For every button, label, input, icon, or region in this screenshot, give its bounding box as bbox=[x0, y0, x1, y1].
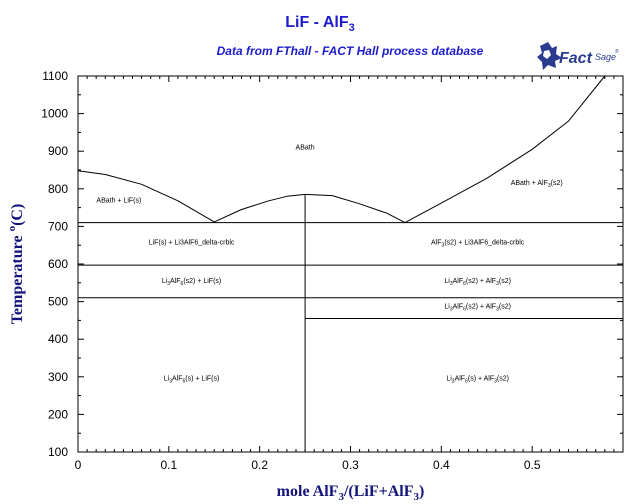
boundary-liquidus-cryolite-left bbox=[214, 193, 306, 223]
boundary-liquidus-cryolite-right bbox=[305, 193, 406, 224]
x-tick-label: 0 bbox=[75, 458, 82, 472]
boundary-liquidus-alf3 bbox=[404, 75, 606, 224]
region-lif-li3alf6-delta: LiF(s) + Li3AlF6_delta-crblc bbox=[149, 239, 235, 246]
x-axis-label: mole AlF3/(LiF+AlF3) bbox=[277, 483, 425, 503]
chart-subtitle: Data from FThall - FACT Hall process dat… bbox=[216, 44, 484, 58]
region-li3alf6-s2-alf3-upper: Li3AlF6(s2) + AlF3(s2) bbox=[444, 278, 511, 287]
region-li3alf6-s2-alf3-lower: Li3AlF6(s2) + AlF3(s2) bbox=[444, 303, 511, 312]
x-tick-label: 0.3 bbox=[342, 458, 359, 472]
chart-title: LiF - AlF3 bbox=[0, 14, 640, 34]
x-tick-label: 0.2 bbox=[251, 458, 268, 472]
factsage-logo: Fact Sage ® bbox=[537, 40, 621, 72]
region-abath-lif: ABath + LiF(s) bbox=[96, 198, 141, 205]
y-axis-ticks: 100 200 300 400 500 600 700 800 900 1000 1100 bbox=[41, 69, 623, 459]
y-tick-label: 900 bbox=[48, 144, 68, 158]
region-alf3-li3alf6-delta: AlF3(s2) + Li3AlF6_delta-crblc bbox=[431, 239, 525, 248]
x-tick-label: 0.5 bbox=[524, 458, 541, 472]
region-li3alf6-s-alf3: Li3AlF6(s) + AlF3(s2) bbox=[446, 376, 509, 385]
x-tick-label: 0.1 bbox=[160, 458, 177, 472]
y-tick-label: 400 bbox=[48, 332, 68, 346]
region-li3alf6-s-lif: Li3AlF6(s) + LiF(s) bbox=[164, 376, 220, 385]
y-tick-label: 700 bbox=[48, 219, 68, 233]
x-axis-ticks: 0 0.1 0.2 0.3 0.4 0.5 bbox=[75, 76, 615, 472]
region-li3alf6-s2-lif: Li3AlF6(s2) + LiF(s) bbox=[162, 278, 221, 287]
logo-text-fact: Fact bbox=[559, 50, 593, 67]
y-tick-label: 300 bbox=[48, 370, 68, 384]
boundary-liquidus-lif bbox=[77, 170, 215, 223]
y-tick-label: 1000 bbox=[41, 107, 68, 121]
y-tick-label: 200 bbox=[48, 407, 68, 421]
logo-registered-mark: ® bbox=[615, 48, 619, 55]
y-tick-label: 100 bbox=[48, 445, 68, 459]
y-tick-label: 600 bbox=[48, 257, 68, 271]
factsage-logo-icon: Fact Sage ® bbox=[537, 42, 619, 70]
region-abath-alf3: ABath + AlF3(s2) bbox=[511, 180, 563, 189]
chart-title-subscript: 3 bbox=[348, 22, 355, 35]
y-tick-label: 800 bbox=[48, 182, 68, 196]
phase-region-labels: ABath ABath + LiF(s) ABath + AlF3(s2) LiF(s… bbox=[96, 144, 562, 384]
y-tick-label: 500 bbox=[48, 295, 68, 309]
x-tick-label: 0.4 bbox=[433, 458, 450, 472]
y-tick-label: 1100 bbox=[42, 69, 68, 83]
region-abath: ABath bbox=[296, 144, 315, 151]
y-axis-label: Temperature o(C) bbox=[6, 204, 26, 325]
logo-text-sage: Sage bbox=[595, 52, 616, 62]
chart-title-main: LiF - AlF bbox=[285, 14, 349, 31]
phase-boundaries bbox=[77, 75, 623, 452]
plot-frame bbox=[77, 75, 624, 453]
